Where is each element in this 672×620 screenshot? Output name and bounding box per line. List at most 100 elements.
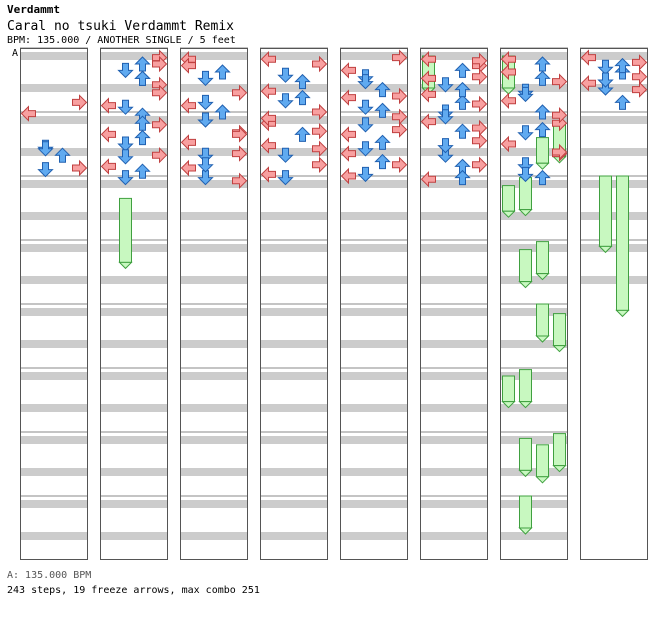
beat-stripe xyxy=(20,116,88,124)
freeze-arrow-body xyxy=(519,177,532,211)
beat-stripe xyxy=(100,436,168,444)
arrow-shape xyxy=(340,62,356,79)
beat-stripe xyxy=(500,84,568,92)
arrow-up-icon xyxy=(534,70,551,86)
arrow-shape xyxy=(232,145,248,162)
beat-stripe xyxy=(420,308,488,316)
beat-stripe xyxy=(580,212,648,220)
beat-stripe xyxy=(420,244,488,252)
arrow-shape xyxy=(277,147,294,163)
beat-stripe xyxy=(180,532,248,540)
freeze-arrow-body xyxy=(553,313,566,347)
arrow-shape xyxy=(374,134,391,150)
arrow-up-icon xyxy=(134,70,151,86)
beat-stripe xyxy=(20,308,88,316)
beat-stripe xyxy=(100,148,168,156)
beat-stripe xyxy=(20,404,88,412)
arrow-down-icon xyxy=(357,117,374,133)
arrow-left-icon xyxy=(340,62,356,79)
arrow-shape xyxy=(134,163,151,179)
beat-stripe xyxy=(420,212,488,220)
beat-stripe xyxy=(100,52,168,60)
beat-stripe xyxy=(100,308,168,316)
arrow-left-icon xyxy=(420,50,436,68)
arrow-right-icon xyxy=(552,106,568,124)
arrow-down-icon xyxy=(37,141,54,157)
arrow-shape xyxy=(197,70,214,87)
beat-stripe xyxy=(260,180,328,188)
beat-stripe xyxy=(260,116,328,124)
arrow-shape xyxy=(100,97,116,114)
freeze-arrow-body xyxy=(519,437,532,471)
beat-stripe xyxy=(340,52,408,60)
freeze-arrow-body xyxy=(119,197,132,263)
arrow-shape xyxy=(534,70,551,86)
beat-stripe xyxy=(500,116,568,124)
arrow-right-icon xyxy=(152,55,168,73)
arrow-right-icon xyxy=(392,156,408,174)
beat-stripe xyxy=(180,84,248,92)
arrow-shape xyxy=(312,140,328,158)
step-stats: 243 steps, 19 freeze arrows, max combo 2… xyxy=(7,585,260,596)
column-frame xyxy=(580,48,648,560)
beat-stripe xyxy=(260,276,328,284)
arrow-up-icon xyxy=(534,104,551,120)
arrow-down-icon xyxy=(277,170,294,186)
arrow-down-icon xyxy=(517,125,534,141)
beat-stripe xyxy=(420,500,488,508)
chart-info: BPM: 135.000 / ANOTHER SINGLE / 5 feet xyxy=(7,35,236,46)
beat-stripe xyxy=(260,212,328,220)
arrow-down-icon xyxy=(517,86,534,103)
arrow-shape xyxy=(420,170,436,188)
arrow-down-icon xyxy=(597,59,614,75)
arrow-shape xyxy=(517,86,534,103)
freeze-arrow-body xyxy=(536,303,549,337)
arrow-right-icon xyxy=(472,95,488,113)
arrow-shape xyxy=(374,81,391,98)
beat-stripe xyxy=(20,212,88,220)
arrow-shape xyxy=(277,93,294,109)
arrow-up-icon xyxy=(454,81,471,98)
arrow-shape xyxy=(180,57,196,74)
arrow-shape xyxy=(454,123,471,139)
arrow-shape xyxy=(357,99,374,115)
arrow-right-icon xyxy=(552,73,568,90)
arrow-shape xyxy=(117,136,134,152)
freeze-arrow-body xyxy=(536,137,549,164)
arrow-shape xyxy=(500,92,516,110)
beat-stripe xyxy=(100,372,168,380)
arrow-right-icon xyxy=(472,156,488,174)
arrow-shape xyxy=(472,132,488,150)
arrow-left-icon xyxy=(100,97,116,114)
freeze-arrow-tail xyxy=(518,527,533,535)
freeze-arrow-body xyxy=(519,249,532,283)
beat-stripe xyxy=(180,212,248,220)
freeze-arrow-tail xyxy=(535,273,550,281)
arrow-shape xyxy=(357,141,374,157)
beat-stripe xyxy=(260,468,328,476)
beat-stripe xyxy=(420,180,488,188)
beat-stripe xyxy=(420,276,488,284)
arrow-left-icon xyxy=(340,145,356,162)
beat-stripe xyxy=(20,436,88,444)
arrow-up-icon xyxy=(454,62,471,78)
arrow-up-icon xyxy=(54,147,71,163)
arrow-shape xyxy=(357,117,374,133)
beat-stripe xyxy=(20,372,88,380)
arrow-left-icon xyxy=(260,50,276,68)
arrow-right-icon xyxy=(312,122,328,140)
arrow-shape xyxy=(437,77,454,93)
arrow-shape xyxy=(152,84,168,102)
arrow-shape xyxy=(134,129,151,146)
beat-stripe xyxy=(500,532,568,540)
arrow-left-icon xyxy=(180,159,196,177)
arrow-right-icon xyxy=(392,121,408,138)
beat-stripe xyxy=(420,52,488,60)
arrow-left-icon xyxy=(500,135,516,153)
arrow-down-icon xyxy=(277,67,294,83)
beat-stripe xyxy=(100,276,168,284)
arrow-shape xyxy=(552,143,568,161)
arrow-shape xyxy=(632,54,648,71)
chart-header: Verdammt Caral no tsuki Verdammt Remix B… xyxy=(7,3,236,47)
arrow-shape xyxy=(100,126,116,143)
